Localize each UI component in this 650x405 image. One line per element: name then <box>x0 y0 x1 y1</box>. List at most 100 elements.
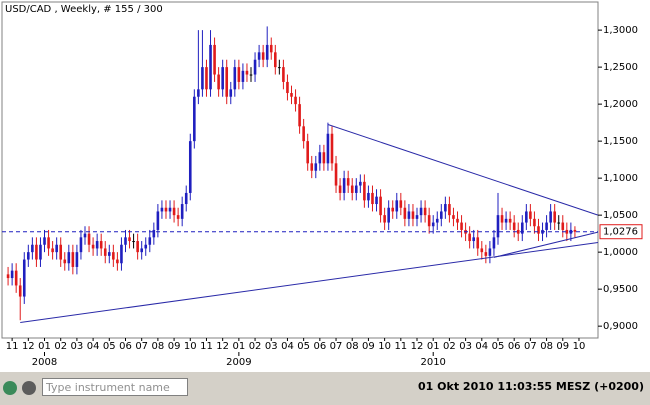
candle-body <box>379 196 382 216</box>
x-tick-label: 07 <box>330 341 343 352</box>
candle-body <box>39 244 42 260</box>
candle-body <box>367 192 370 201</box>
candle-body <box>322 152 326 164</box>
current-price-label: 1,0276 <box>603 227 638 238</box>
candle-body <box>310 163 314 171</box>
x-tick-label: 07 <box>135 341 148 352</box>
candle-body <box>261 52 265 60</box>
candle-body <box>500 215 504 223</box>
candle-body <box>318 152 322 164</box>
candle-body <box>221 67 224 90</box>
candle-body <box>136 241 139 253</box>
candle-body <box>561 222 565 230</box>
y-tick-label: 1,1000 <box>603 173 638 184</box>
candle-body <box>326 133 330 164</box>
y-tick-label: 1,2000 <box>603 99 638 110</box>
candle-body <box>124 237 127 245</box>
trendline <box>327 124 599 216</box>
candle-body <box>342 178 346 193</box>
candle-body <box>79 237 83 253</box>
candle-body <box>47 237 50 249</box>
candle-body <box>525 211 528 223</box>
x-tick-label: 07 <box>524 341 537 352</box>
candle-body <box>440 211 443 219</box>
candle-body <box>383 215 386 223</box>
status-icon[interactable] <box>3 381 17 395</box>
current-price-box <box>599 224 643 240</box>
candle-body <box>172 207 176 216</box>
timestamp: 01 Okt 2010 11:03:55 MESZ (+0200) <box>418 380 644 393</box>
x-tick-label: 03 <box>265 341 278 352</box>
candle-body <box>269 44 273 53</box>
candle-body <box>156 211 160 230</box>
candle-body <box>99 241 103 249</box>
year-label: 2009 <box>226 357 251 368</box>
x-tick-label: 04 <box>87 341 100 352</box>
candle-body <box>371 192 374 205</box>
year-label: 2008 <box>32 357 57 368</box>
candle-body <box>10 270 14 279</box>
candle-body <box>201 67 204 90</box>
x-tick-label: 11 <box>6 341 19 352</box>
chart: USD/CAD , Weekly, # 155 / 300 0,9000 0,95… <box>0 0 650 372</box>
x-tick-label: 01 <box>38 341 51 352</box>
toolbar: Type instrument name 01 Okt 2010 11:03:5… <box>0 375 650 405</box>
candle-body <box>314 163 318 171</box>
candle-body <box>31 244 34 253</box>
candle-body <box>205 67 208 90</box>
candle-body <box>452 215 455 219</box>
candle-body <box>265 44 269 60</box>
candle-body <box>55 244 58 253</box>
y-tick-label: 1,1500 <box>603 136 638 147</box>
candle-body <box>520 222 524 234</box>
candle-body <box>286 81 289 94</box>
candle-body <box>330 133 334 164</box>
y-tick-label: 1,0500 <box>603 210 638 221</box>
x-tick-label: 08 <box>152 341 165 352</box>
candle-body <box>298 104 301 127</box>
candle-body <box>103 248 107 256</box>
candle-body <box>152 229 156 238</box>
candle-body <box>213 44 216 75</box>
candle-body <box>27 252 30 260</box>
x-tick-label: 04 <box>281 341 294 352</box>
candle-body <box>67 252 71 264</box>
candle-body <box>237 67 241 82</box>
candle-body <box>188 141 192 193</box>
candle-body <box>375 196 378 205</box>
candle-body <box>18 285 22 297</box>
candle-body <box>346 178 350 186</box>
candle-body <box>91 244 95 249</box>
candle-body <box>533 218 536 227</box>
instrument-search[interactable]: Type instrument name <box>42 378 188 396</box>
candle-body <box>168 207 172 212</box>
chart-title: USD/CAD , Weekly, # 155 / 300 <box>5 4 163 15</box>
candle-body <box>290 93 293 97</box>
y-tick-label: 0,9000 <box>603 321 638 332</box>
candle-body <box>278 67 281 69</box>
candle-body <box>63 259 67 264</box>
candle-body <box>107 252 111 256</box>
candle-body <box>209 44 212 90</box>
candle-body <box>75 252 79 267</box>
x-tick-label: 06 <box>313 341 326 352</box>
candle-body <box>480 248 484 253</box>
candle-body <box>112 252 115 260</box>
candle-body <box>359 181 362 186</box>
candle-body <box>529 211 532 219</box>
candle-body <box>229 89 233 97</box>
candle-body <box>128 237 131 242</box>
candle-body <box>51 248 54 253</box>
candle-body <box>160 207 164 212</box>
candle-body <box>132 241 135 243</box>
x-tick-label: 09 <box>556 341 569 352</box>
x-tick-label: 03 <box>459 341 472 352</box>
candle-body <box>403 207 407 219</box>
plot-frame <box>1 1 599 339</box>
candle-body <box>274 52 277 68</box>
candle-body <box>176 215 180 219</box>
candle-body <box>448 204 451 216</box>
menu-icon[interactable] <box>22 381 36 395</box>
candle-body <box>184 192 188 205</box>
x-tick-label: 12 <box>22 341 35 352</box>
